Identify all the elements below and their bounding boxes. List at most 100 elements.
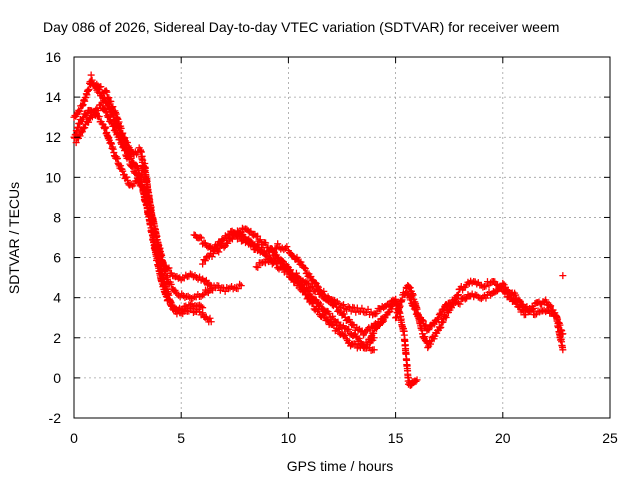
- data-point: [127, 162, 135, 170]
- data-point: [307, 273, 315, 281]
- data-point: [345, 325, 353, 333]
- data-point: [531, 311, 539, 319]
- data-point: [129, 161, 137, 169]
- data-point: [196, 308, 204, 316]
- y-tick-label: 8: [53, 209, 61, 225]
- data-point: [528, 305, 536, 313]
- data-point: [426, 340, 434, 348]
- chart-title: Day 086 of 2026, Sidereal Day-to-day VTE…: [43, 19, 559, 35]
- data-point: [388, 305, 396, 313]
- data-point: [197, 302, 205, 310]
- data-point: [439, 318, 447, 326]
- y-tick-label: 4: [53, 290, 61, 306]
- data-point: [165, 297, 173, 305]
- data-point: [167, 280, 175, 288]
- data-point: [124, 142, 132, 150]
- data-point: [237, 228, 245, 236]
- data-point: [79, 125, 87, 133]
- x-tick-label: 5: [177, 430, 185, 446]
- data-point: [468, 279, 476, 287]
- data-point: [482, 282, 490, 290]
- data-point: [262, 239, 270, 247]
- data-point: [329, 312, 337, 320]
- data-point: [196, 233, 204, 241]
- data-point: [280, 246, 288, 254]
- data-point: [447, 299, 455, 307]
- x-tick-label: 15: [388, 430, 404, 446]
- data-point: [234, 285, 242, 293]
- x-tick-label: 0: [70, 430, 78, 446]
- data-point: [215, 248, 223, 256]
- data-point: [559, 272, 567, 280]
- data-point: [413, 376, 421, 384]
- data-point: [85, 85, 93, 93]
- data-point: [559, 330, 567, 338]
- data-point: [87, 112, 95, 120]
- data-point: [202, 276, 210, 284]
- data-point: [95, 112, 103, 120]
- data-point: [398, 296, 406, 304]
- data-point: [285, 267, 293, 275]
- data-point: [215, 282, 223, 290]
- data-point: [232, 231, 240, 239]
- data-point: [527, 307, 535, 315]
- x-tick-label: 25: [602, 430, 618, 446]
- data-point: [340, 310, 348, 318]
- data-point: [352, 308, 360, 316]
- data-point: [119, 167, 127, 175]
- data-point: [103, 88, 111, 96]
- data-point: [367, 333, 375, 341]
- data-point: [220, 243, 228, 251]
- data-point: [283, 243, 291, 251]
- data-point: [437, 310, 445, 318]
- data-point: [199, 304, 207, 312]
- data-point: [370, 329, 378, 337]
- data-point: [274, 240, 282, 248]
- data-point: [85, 118, 93, 126]
- y-tick-label: 10: [45, 169, 61, 185]
- data-point: [536, 308, 544, 316]
- series-track-10: [392, 277, 567, 354]
- data-point: [340, 301, 348, 309]
- data-point: [447, 304, 455, 312]
- data-point: [293, 273, 301, 281]
- data-point: [437, 323, 445, 331]
- data-point: [213, 247, 221, 255]
- y-tick-label: 2: [53, 330, 61, 346]
- data-point: [235, 230, 243, 238]
- data-point: [412, 377, 420, 385]
- data-point: [559, 346, 567, 354]
- data-point: [334, 326, 342, 334]
- data-point: [424, 344, 432, 352]
- data-point: [441, 312, 449, 320]
- data-point: [183, 304, 191, 312]
- data-point: [516, 297, 524, 305]
- data-point: [370, 346, 378, 354]
- data-point: [201, 257, 209, 265]
- data-point: [98, 99, 106, 107]
- data-point: [412, 306, 420, 314]
- y-tick-label: 6: [53, 250, 61, 266]
- data-point: [367, 347, 375, 355]
- y-tick-label: 0: [53, 370, 61, 386]
- data-point: [199, 291, 207, 299]
- data-point: [206, 314, 214, 322]
- data-point: [231, 284, 239, 292]
- data-point: [287, 266, 295, 274]
- series-track-8: [252, 254, 378, 355]
- data-point: [78, 128, 86, 136]
- data-point: [267, 244, 275, 252]
- data-point: [425, 326, 433, 334]
- data-point: [347, 307, 355, 315]
- data-point: [243, 236, 251, 244]
- data-point: [482, 294, 490, 302]
- data-point: [189, 294, 197, 302]
- data-point: [124, 152, 132, 160]
- data-point: [314, 285, 322, 293]
- data-point: [454, 291, 462, 299]
- y-tick-label: 12: [45, 129, 61, 145]
- data-point: [333, 298, 341, 306]
- data-point: [344, 303, 352, 311]
- data-point: [182, 271, 190, 279]
